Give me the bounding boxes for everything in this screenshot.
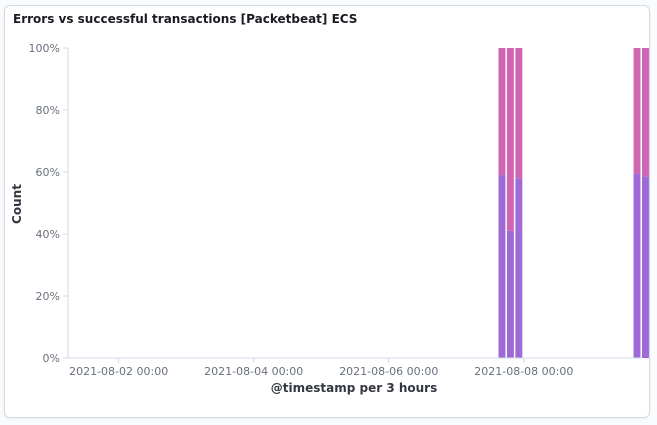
bar-segment-bottom[interactable]	[498, 175, 506, 358]
visualization-panel: Errors vs successful transactions [Packe…	[4, 5, 650, 418]
bar-segment-top[interactable]	[515, 48, 523, 179]
y-tick-label: 0%	[43, 352, 60, 365]
x-tick-label: 2021-08-02 00:00	[69, 365, 168, 378]
y-tick-label: 60%	[36, 166, 60, 179]
bar-segment-bottom[interactable]	[642, 176, 649, 358]
bar-segment-top[interactable]	[498, 48, 506, 176]
y-tick-label: 80%	[36, 104, 60, 117]
bar-segment-bottom[interactable]	[506, 230, 514, 358]
bar-segment-top[interactable]	[633, 48, 641, 174]
y-tick-label: 100%	[29, 42, 60, 55]
y-tick-label: 20%	[36, 290, 60, 303]
x-tick-label: 2021-08-08 00:00	[474, 365, 573, 378]
bar-segment-bottom[interactable]	[515, 178, 523, 358]
x-axis-title: @timestamp per 3 hours	[271, 381, 437, 395]
x-tick-label: 2021-08-06 00:00	[339, 365, 438, 378]
bar-segment-top[interactable]	[506, 48, 514, 231]
panel-title: Errors vs successful transactions [Packe…	[13, 12, 358, 26]
y-tick-label: 40%	[36, 228, 60, 241]
bar-segment-bottom[interactable]	[633, 173, 641, 358]
x-tick-label: 2021-08-04 00:00	[204, 365, 303, 378]
bar-segment-top[interactable]	[642, 48, 649, 177]
y-axis-title: Count	[10, 184, 24, 224]
